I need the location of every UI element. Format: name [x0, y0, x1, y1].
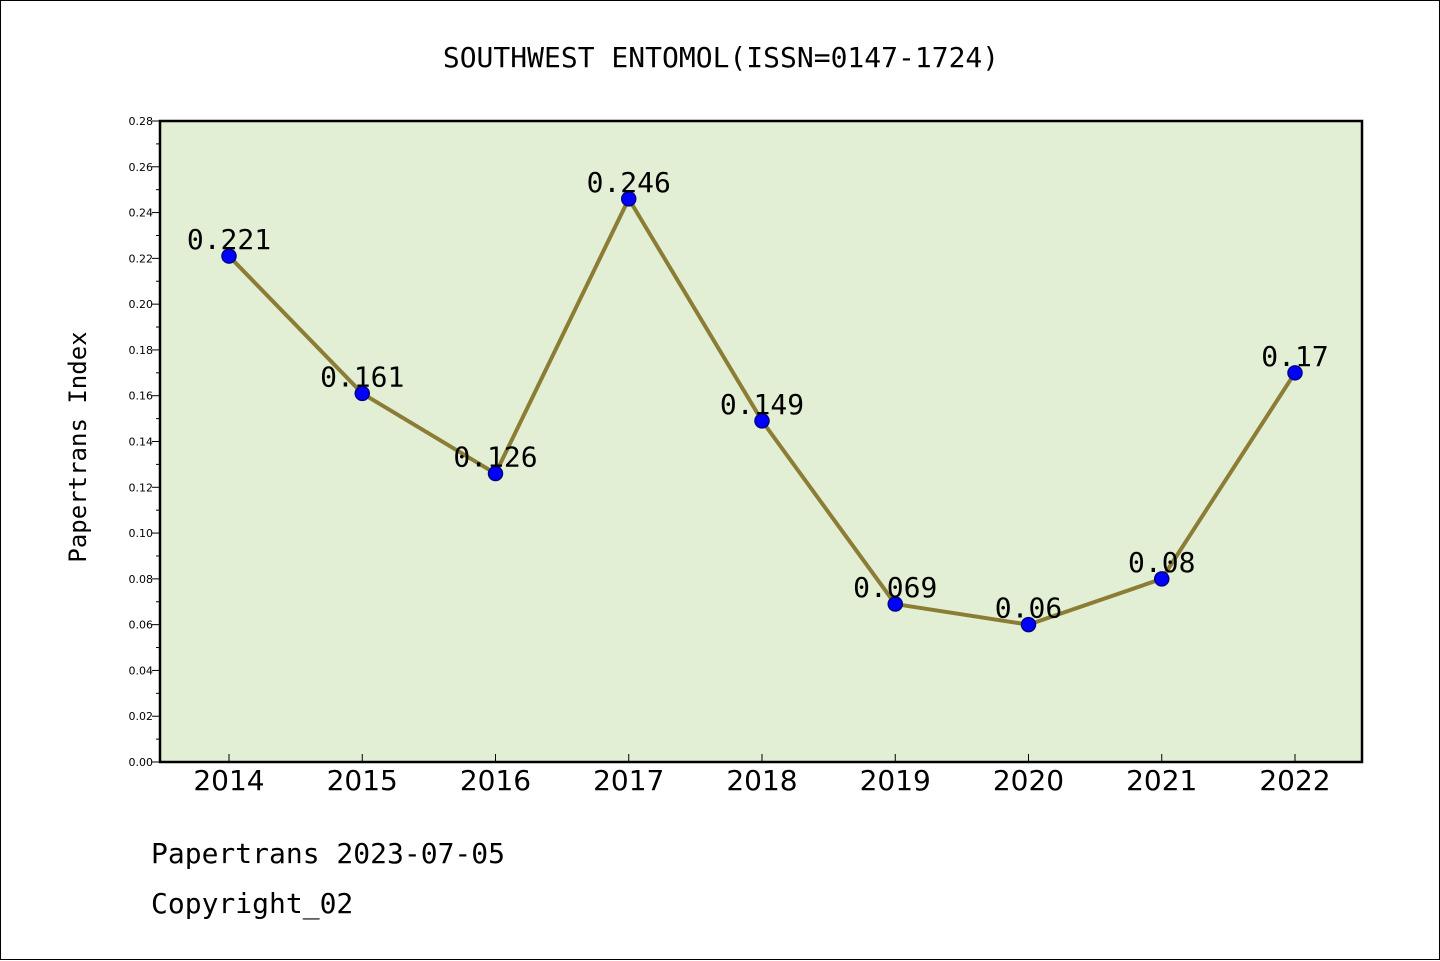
footer-date: Papertrans 2023-07-05: [151, 837, 506, 870]
data-label: 0.08: [1128, 546, 1195, 579]
data-point: [487, 465, 504, 482]
data-labels: 0.221 0.161 0.126 0.246 0.149 0.069 0.06 0.08 0.…: [187, 166, 1329, 625]
data-label: 0.161: [320, 360, 404, 393]
x-tick-label: 2015: [327, 764, 398, 797]
data-point: [1020, 616, 1037, 633]
data-point: [1287, 365, 1303, 381]
y-axis-label: Papertrans Index: [64, 331, 92, 562]
plot-area: [160, 121, 1362, 762]
chart-title: SOUTHWEST ENTOMOL(ISSN=0147-1724): [443, 41, 999, 74]
x-tick-label: 2020: [993, 764, 1064, 797]
x-tick-label: 2019: [860, 764, 931, 797]
y-tick-label: 0.00: [129, 756, 154, 769]
data-label: 0.17: [1261, 340, 1328, 373]
x-axis: 2014 2015 2016 2017 2018 2019 2020 2021 2022: [193, 754, 1331, 797]
y-tick-label: 0.18: [129, 344, 154, 357]
x-tick-label: 2018: [726, 764, 797, 797]
y-tick-label: 0.08: [129, 573, 154, 586]
data-label: 0.069: [853, 571, 937, 604]
y-tick-label: 0.06: [129, 619, 154, 632]
data-point: [354, 385, 370, 402]
x-tick-label: 2022: [1259, 764, 1330, 797]
y-tick-label: 0.16: [129, 390, 154, 403]
y-tick-label: 0.14: [129, 436, 154, 449]
x-tick-label: 2021: [1126, 764, 1197, 797]
y-tick-label: 0.28: [129, 115, 154, 128]
x-tick-label: 2014: [193, 764, 264, 797]
footer-copyright: Copyright_02: [151, 887, 354, 920]
data-label: 0.06: [995, 592, 1062, 625]
x-tick-label: 2017: [593, 764, 664, 797]
data-label: 0.126: [453, 441, 537, 474]
data-label: 0.246: [587, 166, 671, 199]
data-point: [221, 248, 237, 264]
data-point: [887, 596, 903, 612]
y-tick-label: 0.02: [129, 710, 154, 723]
series-markers: [221, 191, 1303, 633]
data-label: 0.221: [187, 223, 271, 256]
data-point: [1154, 571, 1170, 587]
y-tick-label: 0.24: [129, 207, 154, 220]
data-label: 0.149: [720, 388, 804, 421]
y-tick-label: 0.10: [129, 527, 154, 540]
y-tick-label: 0.22: [129, 252, 154, 265]
data-point: [754, 413, 770, 429]
y-axis: 0.00 0.02 0.04 0.06 0.08 0.10 0.12 0.14 0.16 0.18…: [129, 115, 160, 769]
x-tick-label: 2016: [460, 764, 531, 797]
y-tick-label: 0.20: [129, 298, 154, 311]
y-tick-label: 0.12: [129, 481, 154, 494]
data-point: [621, 191, 637, 207]
plot-border: [158, 119, 1364, 764]
y-tick-label: 0.04: [129, 664, 154, 677]
y-tick-label: 0.26: [129, 161, 154, 174]
